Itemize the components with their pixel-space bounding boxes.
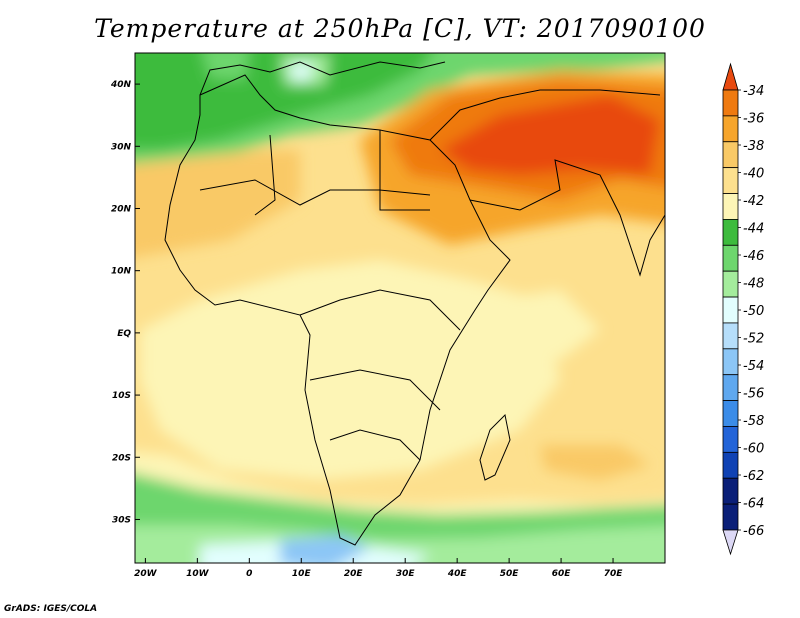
colorbar-label: -38 (743, 139, 764, 154)
chart-title: Temperature at 250hPa [C], VT: 201709010… (94, 14, 706, 43)
map-frame (134, 52, 666, 564)
lon-tick-label: 10E (292, 569, 312, 579)
colorbar-segment (722, 270, 739, 298)
colorbar-segment (722, 451, 739, 479)
colorbar: -34 -36 -38 -40 -42 -44 -46 -48 -50 -52 -54 -56 -58 -… (722, 62, 764, 556)
border-west (254, 134, 276, 216)
lat-tick-label: 30S (112, 515, 131, 525)
colorbar-segment (722, 219, 739, 246)
latitude-ticks: 40N 30N 20N 10N EQ 10S 20S 30S (110, 80, 140, 525)
border-south (309, 369, 441, 411)
lon-tick-label: 40E (447, 569, 468, 579)
colorbar-segment (722, 193, 739, 220)
colorbar-segment (722, 115, 739, 143)
lon-tick-label: 60E (552, 569, 572, 579)
longitude-ticks: 20W 10W 0 10E 20E 30E 40E 50E 60E 70E (134, 558, 623, 579)
lon-tick-label: 10W (186, 569, 210, 579)
colorbar-label: -46 (743, 249, 764, 264)
lon-tick-label: 20W (134, 569, 158, 579)
colorbar-segment (722, 89, 739, 117)
colorbar-top-arrow (722, 62, 739, 91)
colorbar-label: -56 (743, 387, 764, 402)
lon-tick-label: 30E (396, 569, 416, 579)
lon-tick-label: 50E (500, 569, 520, 579)
colorbar-label: -60 (743, 442, 764, 457)
colorbar-label: -48 (743, 277, 764, 292)
border-far-south (329, 429, 421, 461)
colorbar-segment (722, 322, 739, 350)
madagascar-coast (479, 413, 511, 481)
colorbar-label: -50 (743, 304, 764, 319)
lon-tick-label: 70E (604, 569, 624, 579)
colorbar-segment (722, 348, 739, 376)
colorbar-segment (722, 141, 739, 169)
colorbar-label: -58 (743, 414, 764, 429)
colorbar-label: -34 (743, 84, 764, 99)
colorbar-label: -44 (743, 222, 764, 237)
colorbar-bottom-arrow (722, 529, 739, 556)
lon-tick-label: 20E (344, 569, 364, 579)
lat-tick-label: 40N (110, 80, 132, 90)
colorbar-segment (722, 477, 739, 505)
lat-tick-label: 10N (111, 267, 132, 277)
colorbar-label: -64 (743, 497, 764, 512)
lon-tick-label: 0 (246, 569, 252, 579)
colorbar-segment (722, 244, 739, 272)
colorbar-segment (722, 426, 739, 453)
colorbar-segment (722, 400, 739, 427)
colorbar-segment (722, 296, 739, 324)
asia-coast (429, 89, 661, 141)
colorbar-label: -40 (743, 167, 764, 182)
europe-coast (199, 61, 446, 96)
footer-credit: GrADS: IGES/COLA (4, 604, 98, 614)
colorbar-segment (722, 167, 739, 194)
lat-tick-label: 30N (111, 142, 132, 152)
colorbar-segment (722, 503, 739, 531)
colorbar-label: -36 (743, 112, 764, 127)
lat-tick-label: EQ (117, 329, 131, 339)
colorbar-segment (722, 374, 739, 401)
border-central (299, 289, 461, 331)
temperature-field (135, 53, 665, 563)
africa-coastline (164, 74, 511, 546)
colorbar-label: -66 (743, 524, 764, 539)
colorbar-label: -42 (743, 194, 764, 209)
coastlines (164, 61, 665, 546)
lat-tick-label: 10S (112, 391, 131, 401)
lat-tick-label: 20N (111, 204, 132, 214)
colorbar-label: -52 (743, 332, 764, 347)
colorbar-label: -54 (743, 359, 764, 374)
border-egypt (379, 130, 430, 211)
border-sahel (199, 179, 431, 206)
arabia-india-coast (469, 159, 665, 277)
lat-tick-label: 20S (112, 453, 131, 463)
colorbar-label: -62 (743, 469, 764, 484)
